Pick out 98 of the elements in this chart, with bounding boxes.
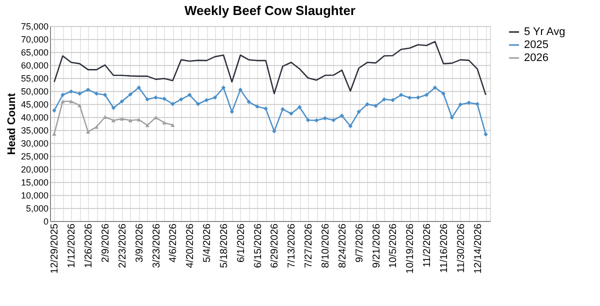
point bbox=[264, 106, 268, 111]
point bbox=[145, 97, 150, 102]
point bbox=[136, 86, 141, 90]
y-tick-label: 0 bbox=[43, 216, 48, 226]
point bbox=[246, 100, 251, 104]
legend-label: 5 Yr Avg bbox=[524, 26, 566, 38]
y-tick-label: 20,000 bbox=[20, 164, 48, 174]
point bbox=[314, 118, 319, 122]
point bbox=[424, 92, 429, 98]
point bbox=[102, 115, 108, 119]
point bbox=[136, 118, 141, 122]
x-tick-label: 4/20/2026 bbox=[185, 223, 196, 268]
point bbox=[120, 99, 124, 104]
x-tick-label: 2/9/2026 bbox=[100, 223, 112, 262]
point bbox=[331, 118, 336, 122]
point bbox=[170, 123, 175, 127]
x-tick-label: 1/26/2026 bbox=[84, 223, 95, 268]
y-tick-label: 65,000 bbox=[20, 48, 48, 58]
x-tick-label: 2/23/2026 bbox=[117, 223, 128, 268]
y-tick-label: 70,000 bbox=[20, 34, 48, 44]
chart-title: Weekly Beef Cow Slaughter bbox=[184, 3, 356, 18]
point bbox=[432, 86, 438, 90]
point bbox=[238, 88, 243, 92]
point bbox=[348, 124, 353, 128]
legend-label: 2025 bbox=[524, 39, 548, 51]
point bbox=[466, 100, 471, 105]
x-tick-label: 9/21/2026 bbox=[371, 223, 382, 268]
point bbox=[365, 102, 370, 106]
y-tick-label: 60,000 bbox=[20, 60, 48, 70]
x-tick-label: 7/27/2026 bbox=[304, 223, 315, 268]
x-tick-label: 11/16/2026 bbox=[438, 223, 450, 273]
point bbox=[204, 98, 209, 102]
x-tick-label: 10/19/2026 bbox=[405, 223, 416, 274]
x-tick-label: 1/12/2026 bbox=[66, 223, 78, 268]
point bbox=[382, 97, 386, 102]
point bbox=[340, 114, 344, 118]
point bbox=[162, 96, 166, 101]
point bbox=[221, 86, 226, 90]
point bbox=[297, 105, 302, 110]
point bbox=[390, 98, 395, 102]
point bbox=[212, 95, 218, 100]
x-tick-label: 6/1/2026 bbox=[236, 223, 247, 262]
y-tick-label: 30,000 bbox=[20, 138, 48, 148]
y-tick-label: 50,000 bbox=[20, 86, 48, 96]
x-tick-label: 8/10/2026 bbox=[320, 223, 332, 268]
x-tick-label: 9/7/2026 bbox=[354, 223, 366, 262]
y-tick-label: 5,000 bbox=[26, 204, 48, 214]
point bbox=[306, 118, 310, 122]
x-tick-label: 8/24/2026 bbox=[337, 223, 348, 268]
point bbox=[86, 130, 90, 134]
x-tick-label: 12/29/2025 bbox=[50, 223, 61, 274]
legend-label: 2026 bbox=[524, 52, 548, 64]
line-series bbox=[52, 100, 175, 136]
y-axis-title: Head Count bbox=[6, 92, 18, 155]
y-tick-label: 75,000 bbox=[20, 22, 48, 32]
x-tick-label: 12/14/2026 bbox=[472, 223, 484, 274]
x-tick-label: 3/9/2026 bbox=[134, 223, 146, 262]
point bbox=[196, 102, 200, 106]
point bbox=[120, 116, 124, 121]
point bbox=[145, 123, 150, 128]
point bbox=[255, 104, 260, 109]
x-tick-label: 11/30/2026 bbox=[456, 223, 467, 273]
y-tick-label: 10,000 bbox=[20, 190, 48, 200]
point bbox=[280, 107, 285, 112]
x-tick-label: 6/29/2026 bbox=[270, 223, 281, 268]
x-tick-label: 10/5/2026 bbox=[388, 223, 400, 268]
point bbox=[399, 92, 404, 98]
y-tick-label: 55,000 bbox=[20, 74, 48, 84]
x-tick-label: 11/2/2026 bbox=[422, 223, 434, 268]
point bbox=[356, 110, 361, 114]
x-tick-label: 6/15/2026 bbox=[252, 223, 264, 268]
point bbox=[289, 112, 294, 116]
point bbox=[441, 91, 446, 96]
x-tick-label: 3/23/2026 bbox=[151, 223, 162, 268]
point bbox=[374, 104, 378, 108]
point bbox=[272, 129, 276, 134]
point bbox=[77, 91, 82, 96]
point bbox=[187, 92, 192, 98]
line-series bbox=[54, 40, 486, 96]
point bbox=[102, 92, 108, 98]
point bbox=[162, 120, 166, 125]
point bbox=[128, 92, 133, 96]
x-tick-label: 7/13/2026 bbox=[286, 223, 298, 268]
x-tick-label: 4/6/2026 bbox=[168, 223, 180, 262]
point bbox=[458, 102, 463, 107]
y-tick-label: 45,000 bbox=[20, 100, 48, 110]
point bbox=[94, 91, 99, 96]
point bbox=[450, 115, 454, 120]
point bbox=[77, 103, 82, 108]
point bbox=[179, 97, 184, 102]
y-tick-label: 25,000 bbox=[20, 152, 48, 162]
point bbox=[111, 106, 116, 110]
y-tick-label: 40,000 bbox=[20, 112, 48, 122]
x-tick-label: 5/18/2026 bbox=[218, 223, 230, 268]
x-tick-label: 5/4/2026 bbox=[202, 223, 214, 262]
y-tick-label: 15,000 bbox=[20, 178, 48, 188]
y-tick-label: 35,000 bbox=[20, 126, 48, 136]
point bbox=[60, 92, 65, 98]
